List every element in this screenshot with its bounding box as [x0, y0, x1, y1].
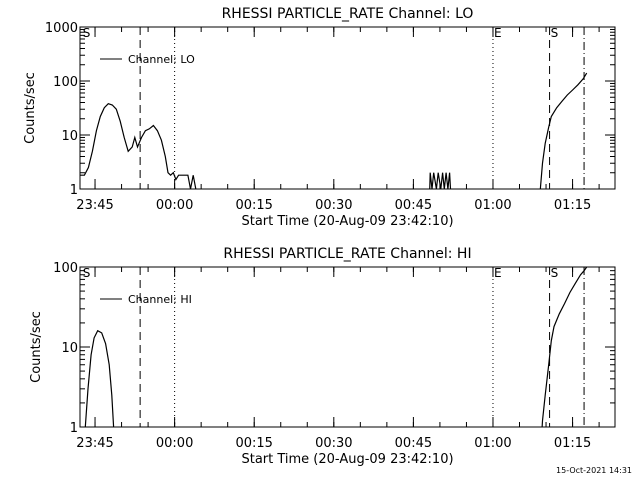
x-tick-label: 00:00 — [156, 198, 193, 213]
y-tick-label: 100 — [53, 75, 78, 90]
marker-label-e: E — [494, 26, 502, 40]
series-line — [539, 72, 588, 189]
x-tick-label: 01:15 — [554, 198, 591, 213]
x-tick-label: 00:15 — [235, 436, 272, 451]
footer-date: 15-Oct-2021 14:31 — [556, 466, 632, 475]
series-line — [84, 329, 115, 427]
x-axis-label: Start Time (20-Aug-09 23:42:10) — [241, 452, 453, 467]
x-tick-label: 00:30 — [315, 436, 352, 451]
x-tick-label: 00:30 — [315, 198, 352, 213]
y-axis-label: Counts/sec — [23, 72, 38, 144]
y-tick-label: 1 — [70, 421, 78, 436]
x-tick-label: 01:00 — [474, 198, 511, 213]
x-tick-label: 00:45 — [395, 436, 432, 451]
x-tick-label: 00:15 — [235, 198, 272, 213]
x-axis-label: Start Time (20-Aug-09 23:42:10) — [241, 214, 453, 229]
series-line — [80, 103, 197, 189]
x-tick-label: 23:45 — [76, 436, 113, 451]
chart-title: RHESSI PARTICLE_RATE Channel: HI — [223, 246, 471, 262]
y-tick-label: 1 — [70, 183, 78, 198]
y-tick-label: 100 — [53, 261, 78, 276]
x-tick-label: 00:45 — [395, 198, 432, 213]
plot-frame — [79, 26, 616, 190]
x-tick-label: 01:00 — [474, 436, 511, 451]
series-line — [541, 267, 588, 427]
x-tick-label: 00:00 — [156, 436, 193, 451]
chart-title: RHESSI PARTICLE_RATE Channel: LO — [222, 6, 474, 22]
marker-label-e: E — [494, 266, 502, 280]
y-tick-label: 10 — [61, 129, 78, 144]
y-axis-label: Counts/sec — [29, 311, 44, 383]
marker-label-s: S — [551, 26, 559, 40]
plot-frame — [79, 266, 616, 428]
x-tick-label: 23:45 — [76, 198, 113, 213]
y-tick-label: 10 — [61, 341, 78, 356]
y-tick-label: 1000 — [45, 21, 78, 36]
marker-label-s: S — [83, 26, 91, 40]
x-tick-label: 01:15 — [554, 436, 591, 451]
marker-label-s: S — [83, 266, 91, 280]
marker-label-s: S — [551, 266, 559, 280]
legend-label: Channel: HI — [128, 293, 192, 306]
legend-label: Channel: LO — [128, 53, 195, 66]
